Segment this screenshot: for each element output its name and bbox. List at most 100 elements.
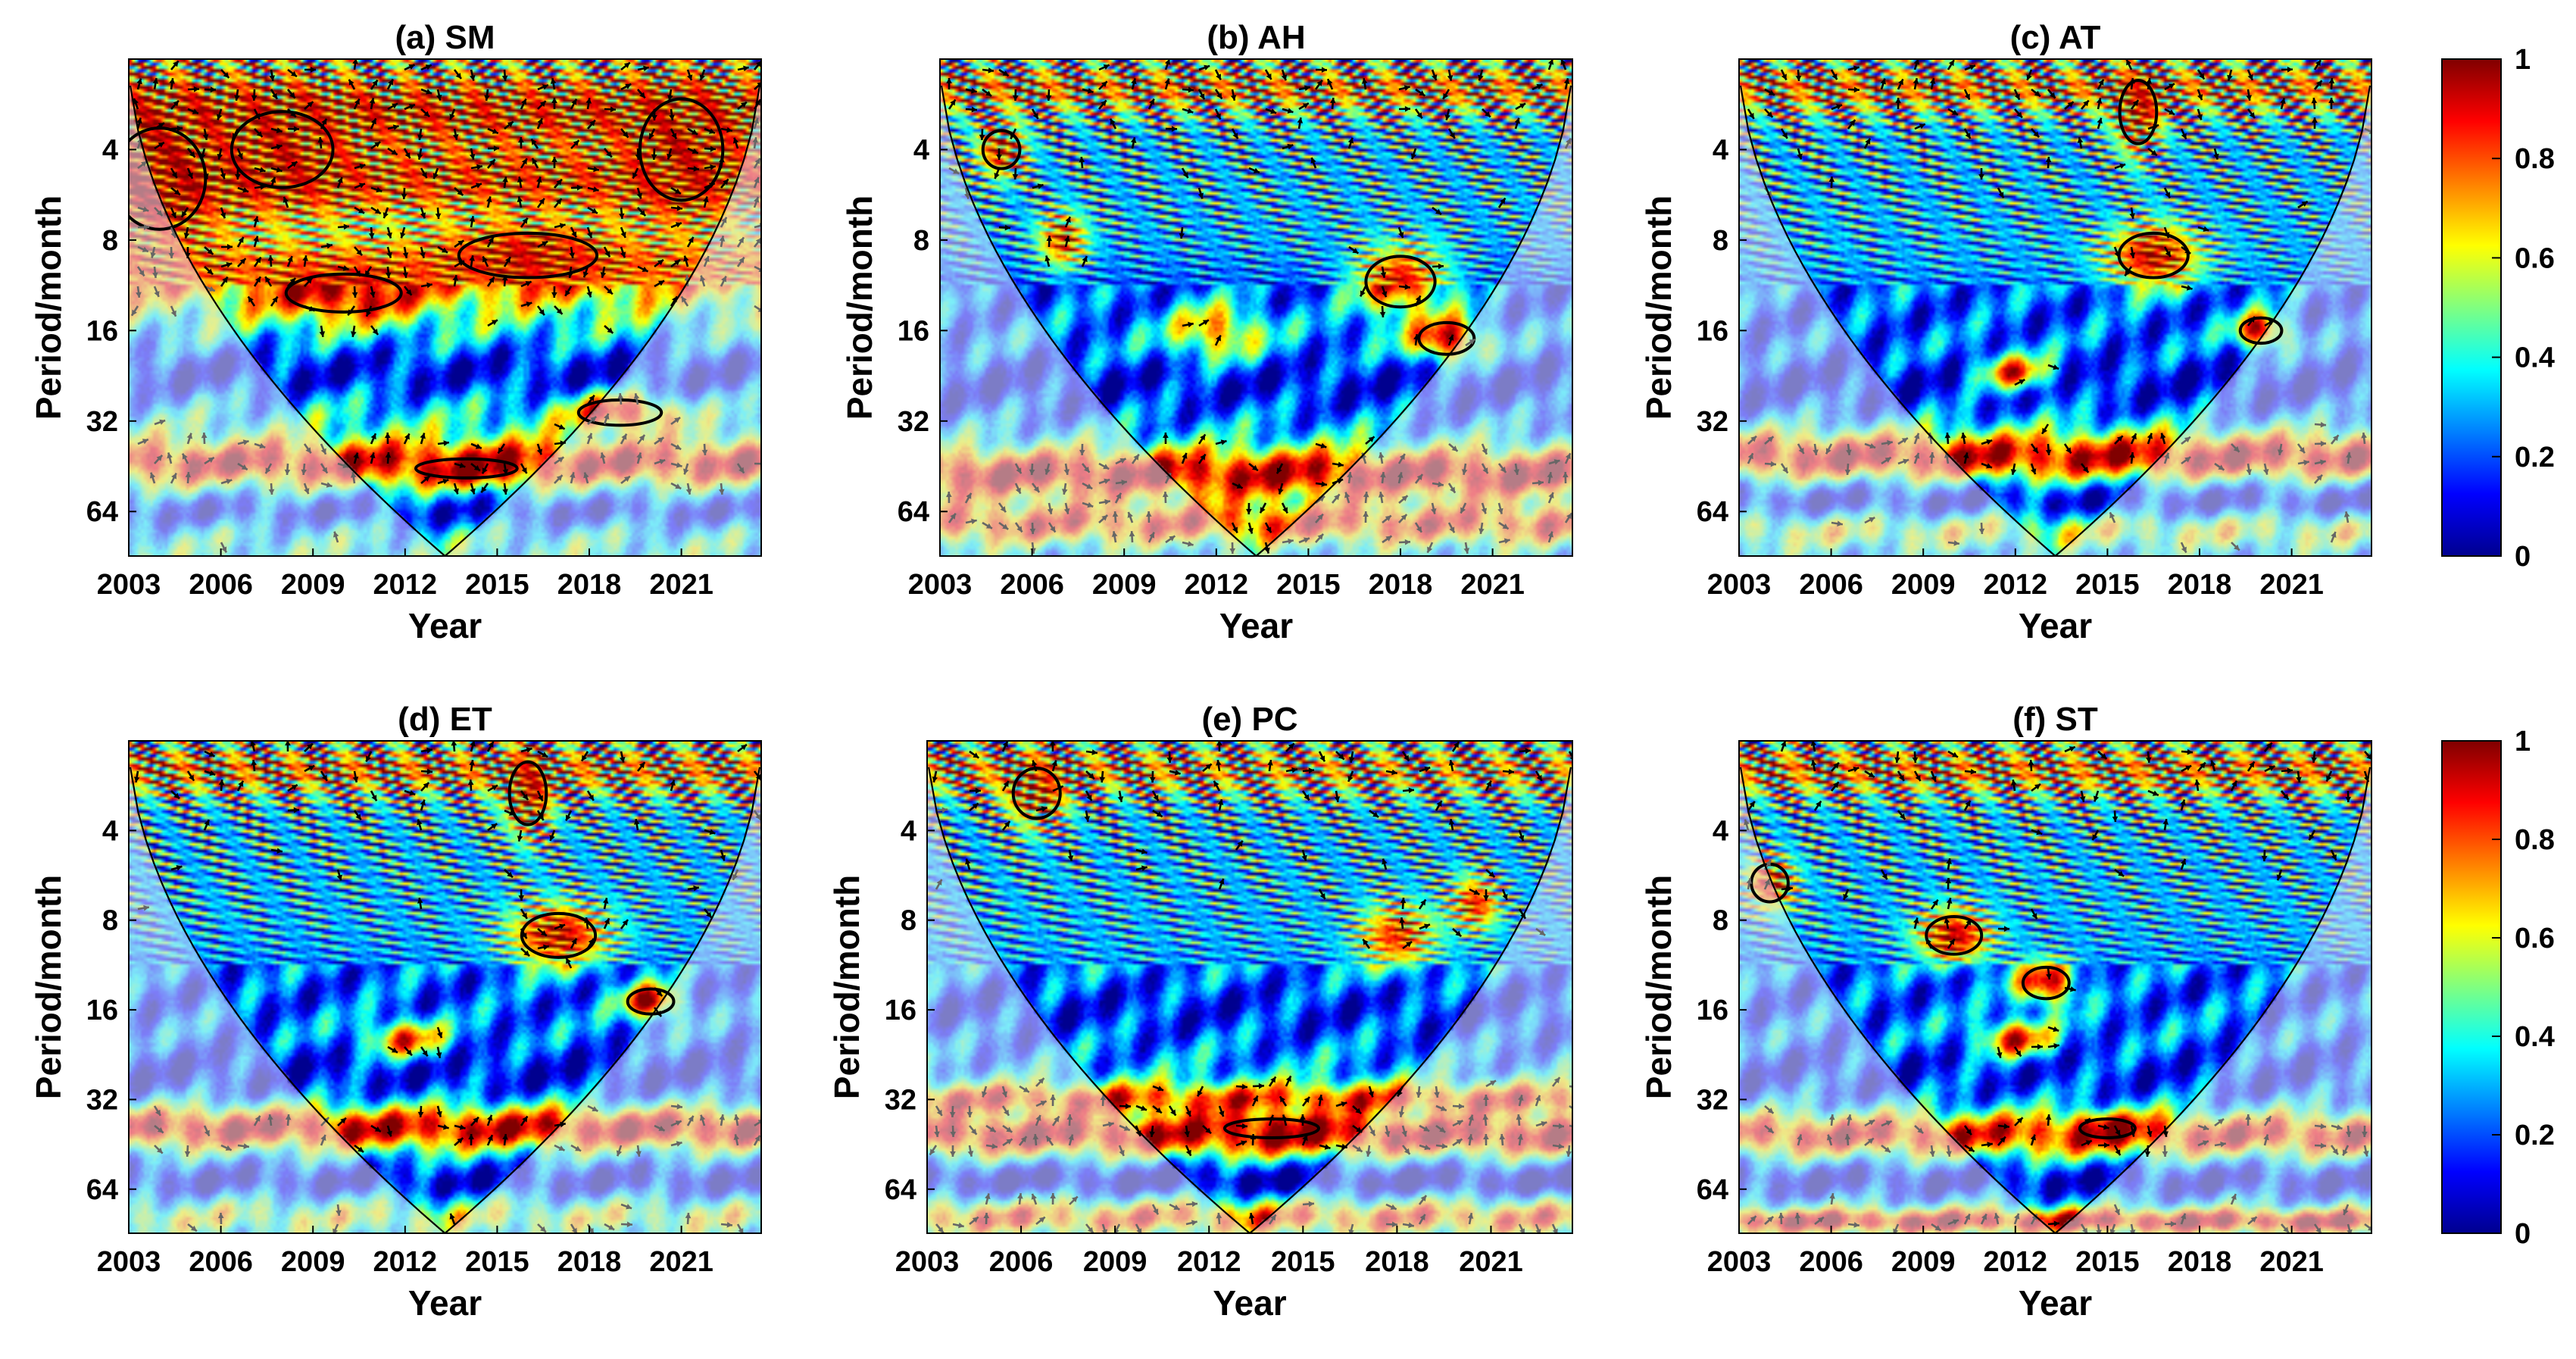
phase-arrow-head [1931,775,1937,782]
phase-arrow-head [2082,466,2089,473]
y-axis-label: Period/month [29,875,68,1099]
phase-arrow-head [326,242,333,249]
colorbar: 0 0.2 0.4 0.6 0.8 1 [2441,44,2555,573]
phase-arrow-head [571,231,577,238]
phase-arrow-head [639,92,645,98]
phase-arrow-head [1946,858,1952,864]
y-tick-label: 8 [102,225,118,257]
phase-arrow-head [549,835,555,841]
x-tick-label: 2021 [2259,1246,2324,1278]
phase-arrow-head [2065,447,2072,454]
phase-arrow-head [1050,526,1056,533]
phase-arrow-head [539,101,546,108]
phase-arrow-head [382,212,389,219]
phase-arrow-head [2283,1226,2289,1233]
phase-arrow-head [2119,163,2126,169]
phase-arrow-head [2345,796,2352,802]
axes-frame [128,58,762,557]
phase-arrow-head [1767,1108,1774,1114]
phase-arrow-head [582,754,587,761]
x-tick-label: 2018 [2168,1246,2232,1278]
phase-arrow-head [1562,472,1569,478]
phase-arrow-head [1994,1213,2000,1220]
phase-arrow-head [457,261,464,267]
phase-arrow-head [253,236,259,242]
phase-arrow-head [1101,100,1107,107]
phase-arrow-head [1778,1213,1784,1219]
phase-arrow-head [1241,1083,1247,1090]
phase-arrow-head [676,1104,682,1110]
phase-arrow-head [2227,74,2233,81]
phase-arrow-head [619,756,626,763]
phase-arrow-head [2053,364,2059,370]
phase-arrow-head [1310,157,1316,164]
phase-arrow-head [475,443,482,449]
phase-arrow-head [657,437,664,443]
phase-arrow-head [320,1135,326,1141]
phase-arrow-head [1164,78,1170,85]
phase-arrow-head [422,1050,428,1057]
phase-arrow-head [720,854,726,861]
phase-arrow-head [699,74,705,81]
panel-title: (b) AH [1207,19,1305,56]
phase-arrow-head [2162,1151,2169,1157]
phase-arrow-head [2010,469,2017,475]
x-axis-label: Year [2019,1283,2092,1323]
phase-arrow-head [620,251,626,258]
phase-arrow-head [486,196,492,203]
phase-arrow-head [706,911,712,918]
phase-arrow [754,265,761,271]
phase-arrow-head [537,795,543,801]
phase-arrow-head [1116,492,1122,499]
phase-arrow-head [1406,942,1413,948]
phase-arrow-head [1869,443,1876,449]
phase-arrow-head [1002,523,1009,530]
phase-arrow-head [941,807,948,814]
phase-arrow-head [1572,1107,1578,1112]
phase-arrow-head [1268,1114,1275,1121]
phase-arrow-head [158,123,164,129]
phase-arrow-head [1499,1134,1506,1140]
phase-arrow-head [1136,1228,1142,1233]
phase-arrow-head [718,489,725,495]
phase-arrow-head [586,291,592,298]
phase-arrow-head [658,280,665,286]
phase-arrow-head [1046,236,1053,242]
phase-arrow-head [675,222,682,228]
phase-arrow-head [626,1204,632,1210]
phase-arrow-head [656,990,663,997]
phase-arrow-head [2180,799,2186,806]
phase-arrow-head [2199,73,2205,80]
phase-arrow-head [1404,754,1410,761]
phase-arrow-head [1917,1127,1924,1134]
phase-arrow-head [1867,1138,1874,1145]
phase-arrow-head [289,277,296,284]
phase-arrow-head [586,433,593,439]
phase-arrow-head [243,1143,249,1149]
phase-arrow-head [2234,544,2240,551]
phase-arrow-head [204,820,210,826]
phase-arrow-head [2181,546,2187,553]
x-tick-label: 2006 [189,1246,253,1278]
phase-arrow-head [2277,449,2284,455]
phase-arrow-head [2320,1142,2326,1149]
phase-arrow-head [1416,526,1422,533]
phase-arrow-head [571,938,577,945]
significance-contour [2078,1117,2137,1139]
phase-arrow-head [683,255,689,262]
phase-arrow-head [1747,453,1753,460]
phase-arrow-head [636,452,642,459]
phase-arrow-head [1478,528,1485,534]
phase-arrow-head [1451,445,1458,451]
phase-arrow-head [451,741,457,746]
phase-arrow-head [216,114,223,120]
phase-arrow-head [1831,73,1838,80]
x-tick-label: 2021 [1459,1246,1523,1278]
phase-arrow-head [1837,520,1843,526]
phase-arrow-head [2262,468,2269,475]
phase-arrow-head [487,1135,493,1142]
phase-arrow-head [1948,60,1954,67]
phase-arrow-head [455,73,461,80]
phase-arrow-head [1884,1146,1891,1153]
phase-arrow-head [235,173,241,180]
